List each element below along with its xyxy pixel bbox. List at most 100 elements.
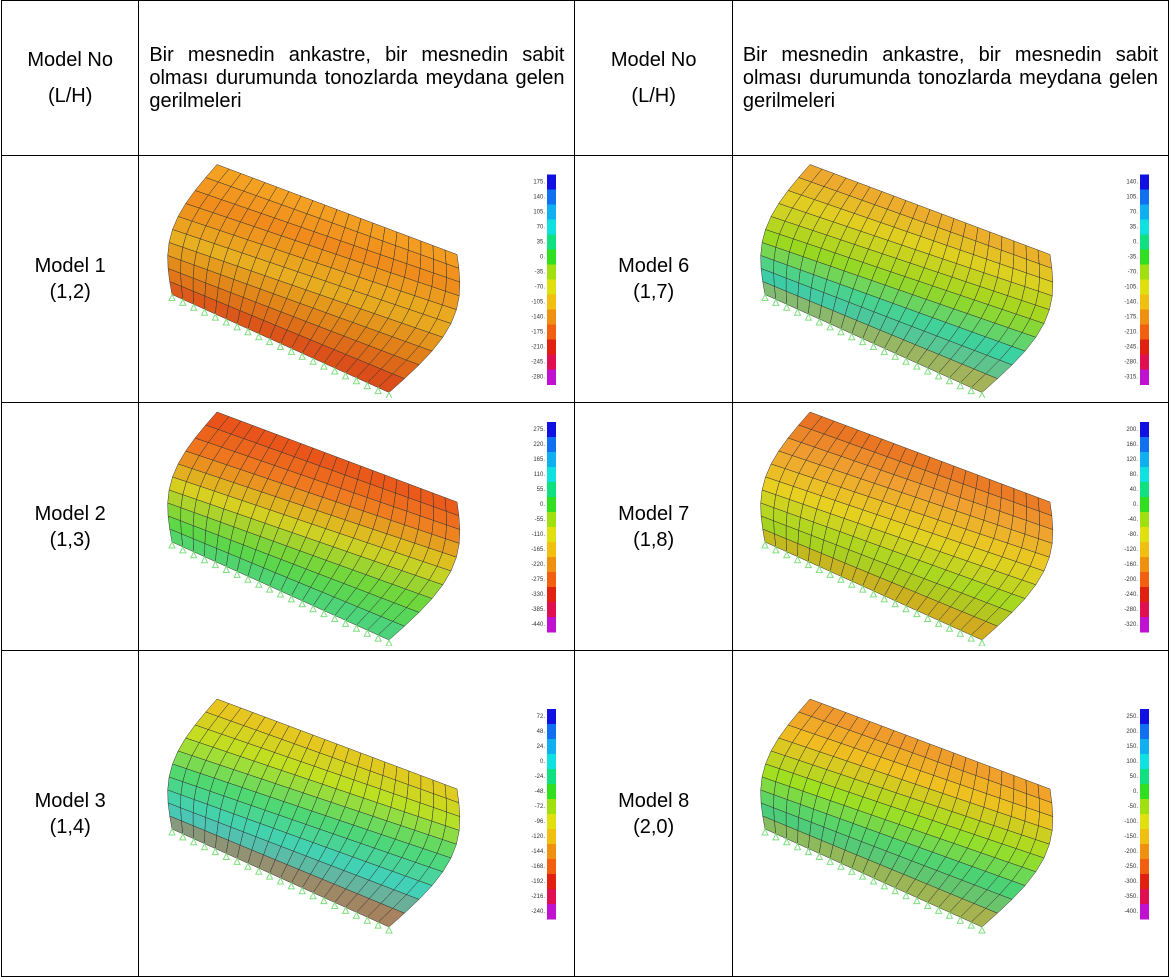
image-cell: 200. 160. 120. 80. 40. 0. -40. -80. -120. -160. -2…	[731, 402, 1170, 651]
legend-label: 100.	[1127, 759, 1139, 765]
legend-swatch	[1140, 723, 1150, 739]
legend-label: -440.	[531, 622, 545, 628]
legend-swatch	[546, 279, 556, 295]
legend-label: 48.	[537, 729, 546, 735]
support	[946, 623, 954, 632]
legend-swatch	[1140, 234, 1150, 250]
legend-label: -48.	[535, 789, 546, 795]
legend-label: 140.	[1127, 179, 1139, 185]
image-cell: 140. 105. 70. 35. 0. -35. -70. -105. -140. -175. -…	[731, 155, 1170, 403]
vault	[760, 163, 1054, 398]
legend-swatch	[546, 753, 556, 769]
support	[309, 356, 317, 365]
support	[848, 579, 857, 588]
legend-label: -210.	[531, 344, 545, 350]
legend-swatch	[1140, 481, 1150, 497]
support	[913, 361, 922, 370]
legend-swatch	[1140, 753, 1150, 769]
stress-plot: 140. 105. 70. 35. 0. -35. -70. -105. -140. -175. -…	[760, 163, 1150, 398]
legend-label: -35.	[1128, 254, 1139, 260]
header-text: Model No	[610, 49, 697, 71]
support	[265, 584, 274, 593]
support	[298, 351, 306, 360]
support	[902, 604, 911, 612]
stress-plot: 175. 140. 105. 70. 35. 0. -35. -70. -105. -140. -1…	[167, 163, 556, 398]
legend-swatch	[1140, 903, 1150, 919]
support	[826, 856, 835, 865]
support	[200, 842, 209, 850]
support	[805, 312, 813, 321]
legend-swatch	[546, 798, 556, 814]
support	[880, 346, 889, 355]
legend-label: 120.	[1127, 457, 1139, 463]
legend-label: -200.	[1125, 577, 1139, 583]
support	[178, 832, 187, 840]
legend-label: -220.	[531, 562, 545, 568]
support	[189, 302, 198, 311]
legend-swatch	[546, 813, 556, 829]
support	[254, 579, 263, 588]
legend-swatch	[546, 571, 556, 587]
support	[319, 608, 328, 617]
image-cell: 275. 220. 165. 110. 55. 0. -55. -110. -165. -220.…	[138, 402, 576, 651]
legend-swatch	[546, 858, 556, 874]
legend-label: -72.	[535, 804, 546, 810]
legend-label: -140.	[1125, 299, 1139, 305]
legend-label: 35.	[537, 239, 546, 245]
support	[244, 861, 252, 870]
model-cell: Model 1 (1,2)	[0, 155, 140, 403]
legend-label: 175.	[533, 179, 545, 185]
model-ratio: (1,2)	[49, 281, 91, 303]
legend-label: -200.	[1125, 849, 1139, 855]
support	[837, 327, 846, 335]
legend-swatch	[546, 496, 556, 512]
support	[363, 915, 371, 924]
legend-label: 0.	[1133, 789, 1138, 795]
model-ratio: (1,7)	[633, 281, 675, 303]
legend-swatch	[1140, 174, 1150, 190]
legend-label: 105.	[533, 209, 545, 215]
support	[309, 891, 317, 899]
legend-swatch	[1140, 873, 1150, 889]
model-name: Model 3	[34, 789, 106, 812]
legend-label: -320.	[1125, 622, 1139, 628]
support	[772, 545, 781, 553]
legend-swatch	[1140, 339, 1150, 355]
legend-swatch	[1140, 843, 1150, 859]
support	[309, 604, 317, 612]
legend-label: 150.	[1127, 744, 1139, 750]
table-row: Model 3 (1,4) 72. 48. 24. 0. -24. -48. -72. -96. -…	[0, 650, 1170, 977]
legend-label: -175.	[531, 329, 545, 335]
support	[880, 594, 889, 602]
support	[859, 584, 867, 593]
legend-swatch	[1140, 279, 1150, 295]
support	[385, 390, 393, 398]
support	[956, 915, 965, 924]
stress-plot: 72. 48. 24. 0. -24. -48. -72. -96. -120. -144. -16…	[167, 698, 556, 933]
support	[374, 385, 382, 394]
legend-label: 80.	[1130, 472, 1139, 478]
legend-label: 50.	[1130, 774, 1139, 780]
support	[815, 317, 824, 325]
support	[244, 327, 252, 335]
header-text: (L/H)	[47, 85, 93, 107]
legend-swatch	[1140, 541, 1150, 557]
support	[265, 871, 274, 880]
legend-label: -35.	[535, 269, 546, 275]
legend-label: 200.	[1127, 729, 1139, 735]
legend-label: 110.	[534, 472, 546, 478]
support	[287, 881, 296, 889]
support	[870, 876, 878, 884]
support	[244, 574, 252, 583]
support	[870, 589, 878, 597]
legend-label: 70.	[537, 224, 546, 230]
header-row: Model No (L/H) Bir mesnedin ankastre, bir…	[0, 0, 1170, 156]
legend-swatch	[546, 843, 556, 859]
model-cell: Model 6 (1,7)	[574, 155, 733, 403]
support	[168, 540, 176, 548]
support	[385, 925, 393, 933]
legend-swatch	[1140, 219, 1150, 235]
support	[298, 599, 306, 607]
legend-label: -70.	[1128, 269, 1139, 275]
legend-label: -55.	[535, 517, 546, 523]
